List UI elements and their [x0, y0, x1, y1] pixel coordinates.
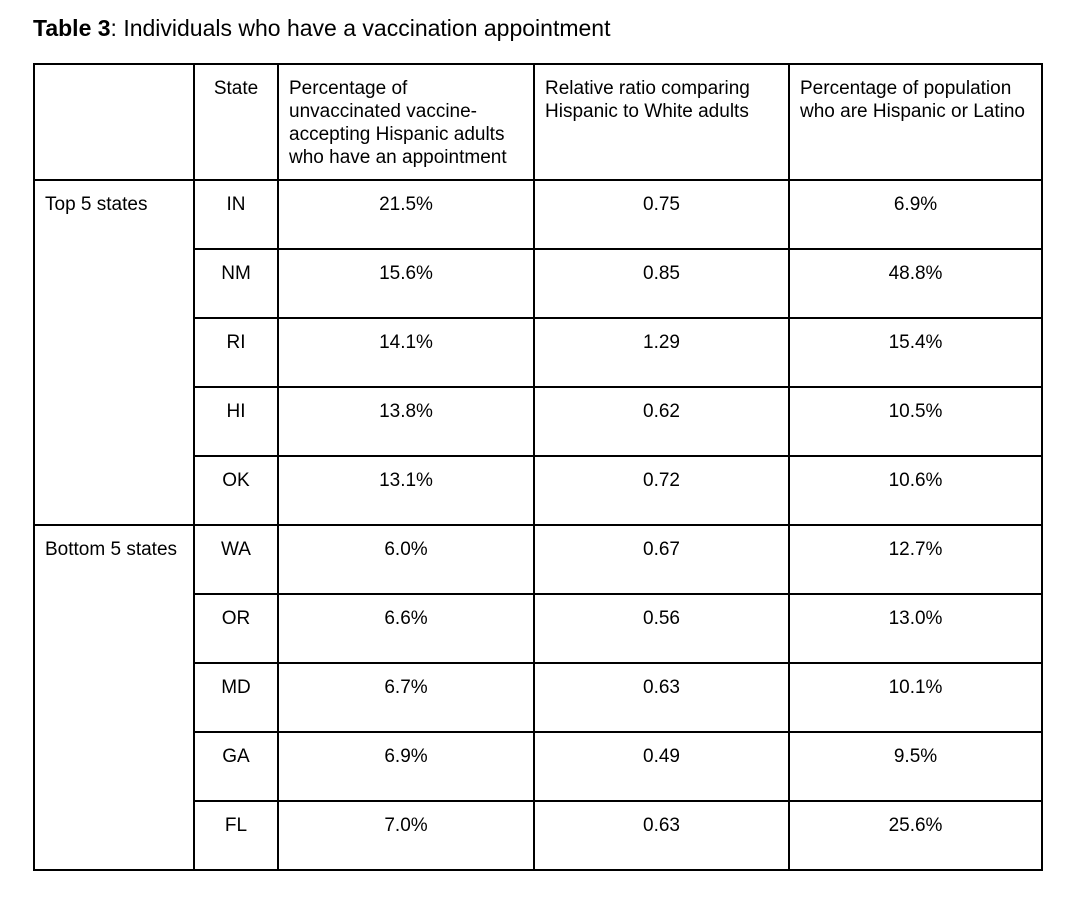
table-row: RI 14.1% 1.29 15.4% [34, 317, 1043, 388]
table-row: Top 5 states IN 21.5% 0.75 6.9% [33, 179, 1043, 526]
table-caption: Table 3: Individuals who have a vaccinat… [33, 15, 1072, 42]
header-pct-hispanic-population: Percentage of population who are Hispani… [788, 63, 1043, 181]
pct-appointment-cell: 6.7% [277, 662, 535, 733]
header-empty-cell [33, 63, 195, 181]
relative-ratio-cell: 0.63 [533, 800, 790, 871]
table-row: OK 13.1% 0.72 10.6% [34, 455, 1043, 526]
table-caption-text: : Individuals who have a vaccination app… [110, 15, 611, 41]
relative-ratio-cell: 0.72 [533, 455, 790, 526]
vaccination-appointment-table: State Percentage of unvaccinated vaccine… [33, 63, 1043, 871]
pct-hispanic-population-cell: 25.6% [788, 800, 1043, 871]
state-cell: WA [193, 524, 279, 595]
state-cell: OR [193, 593, 279, 664]
relative-ratio-cell: 0.62 [533, 386, 790, 457]
table-row: FL 7.0% 0.63 25.6% [34, 800, 1043, 871]
relative-ratio-cell: 0.49 [533, 731, 790, 802]
state-cell: OK [193, 455, 279, 526]
table-caption-label: Table 3 [33, 15, 111, 41]
state-cell: GA [193, 731, 279, 802]
pct-appointment-cell: 15.6% [277, 248, 535, 319]
relative-ratio-cell: 0.67 [533, 524, 790, 595]
pct-appointment-cell: 6.0% [277, 524, 535, 595]
page: Table 3: Individuals who have a vaccinat… [33, 15, 1072, 871]
state-cell: HI [193, 386, 279, 457]
state-cell: IN [193, 179, 279, 250]
pct-hispanic-population-cell: 48.8% [788, 248, 1043, 319]
relative-ratio-cell: 0.63 [533, 662, 790, 733]
table-row: GA 6.9% 0.49 9.5% [34, 731, 1043, 802]
relative-ratio-cell: 0.85 [533, 248, 790, 319]
state-cell: MD [193, 662, 279, 733]
pct-hispanic-population-cell: 13.0% [788, 593, 1043, 664]
pct-appointment-cell: 7.0% [277, 800, 535, 871]
header-pct-appointment: Percentage of unvaccinated vaccine-accep… [277, 63, 535, 181]
pct-appointment-cell: 6.9% [277, 731, 535, 802]
header-row: State Percentage of unvaccinated vaccine… [33, 63, 1043, 181]
table-row: HI 13.8% 0.62 10.5% [34, 386, 1043, 457]
pct-hispanic-population-cell: 10.5% [788, 386, 1043, 457]
pct-appointment-cell: 13.8% [277, 386, 535, 457]
header-state: State [193, 63, 279, 181]
pct-appointment-cell: 14.1% [277, 317, 535, 388]
relative-ratio-cell: 1.29 [533, 317, 790, 388]
pct-hispanic-population-cell: 10.6% [788, 455, 1043, 526]
pct-appointment-cell: 13.1% [277, 455, 535, 526]
pct-hispanic-population-cell: 9.5% [788, 731, 1043, 802]
state-cell: NM [193, 248, 279, 319]
pct-hispanic-population-cell: 15.4% [788, 317, 1043, 388]
relative-ratio-cell: 0.56 [533, 593, 790, 664]
header-relative-ratio: Relative ratio comparing Hispanic to Whi… [533, 63, 790, 181]
relative-ratio-cell: 0.75 [533, 179, 790, 250]
state-cell: FL [193, 800, 279, 871]
pct-hispanic-population-cell: 12.7% [788, 524, 1043, 595]
pct-hispanic-population-cell: 6.9% [788, 179, 1043, 250]
group-label-bottom5: Bottom 5 states [33, 524, 195, 871]
group-label-top5: Top 5 states [33, 179, 195, 526]
pct-hispanic-population-cell: 10.1% [788, 662, 1043, 733]
table-row: OR 6.6% 0.56 13.0% [34, 593, 1043, 664]
table-row: NM 15.6% 0.85 48.8% [34, 248, 1043, 319]
table-row: MD 6.7% 0.63 10.1% [34, 662, 1043, 733]
table-row: Bottom 5 states WA 6.0% 0.67 12.7% [33, 524, 1043, 871]
pct-appointment-cell: 21.5% [277, 179, 535, 250]
state-cell: RI [193, 317, 279, 388]
pct-appointment-cell: 6.6% [277, 593, 535, 664]
